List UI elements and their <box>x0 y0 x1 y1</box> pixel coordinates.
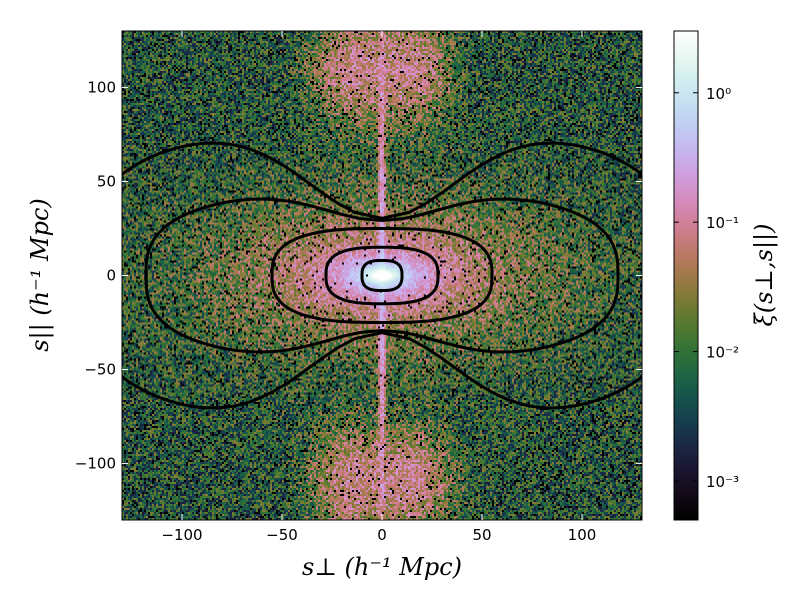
contour-line <box>122 141 642 410</box>
colorbar-gradient <box>674 31 698 520</box>
colorbar-frame <box>673 30 699 521</box>
colorbar-tick-label: 10⁰ <box>706 85 731 103</box>
colorbar-tick-label: 10⁻¹ <box>706 214 739 232</box>
colorbar-tick-label: 10⁻² <box>706 344 739 362</box>
x-axis-label: s⊥ (h⁻¹ Mpc) <box>302 553 462 581</box>
x-tick-label: 50 <box>472 526 491 544</box>
x-tick-label: −50 <box>266 526 298 544</box>
y-axis: −100 −50 0 50 100 <box>75 78 642 473</box>
y-tick-label: 100 <box>87 78 116 96</box>
colorbar: 10⁻³ 10⁻² 10⁻¹ 10⁰ <box>673 30 739 521</box>
contour-line <box>360 259 404 292</box>
y-tick-label: 0 <box>106 267 116 285</box>
contour-line <box>144 197 620 354</box>
contour-lines <box>122 141 642 410</box>
x-axis: −100 −50 0 50 100 <box>161 31 596 544</box>
heatmap-image <box>122 31 642 520</box>
y-tick-label: −100 <box>75 455 116 473</box>
y-tick-label: −50 <box>84 361 116 379</box>
contour-line <box>270 227 494 324</box>
y-tick-label: 50 <box>97 172 116 190</box>
colorbar-tick-label: 10⁻³ <box>706 473 739 491</box>
colorbar-label: ξ(s⊥,s||) <box>750 224 779 327</box>
x-tick-label: 0 <box>377 526 387 544</box>
colorbar-ticks: 10⁻³ 10⁻² 10⁻¹ 10⁰ <box>674 85 739 491</box>
x-tick-label: −100 <box>161 526 202 544</box>
contour-line <box>324 245 440 306</box>
x-tick-label: 100 <box>568 526 597 544</box>
y-axis-label: s|| (h⁻¹ Mpc) <box>26 198 55 352</box>
